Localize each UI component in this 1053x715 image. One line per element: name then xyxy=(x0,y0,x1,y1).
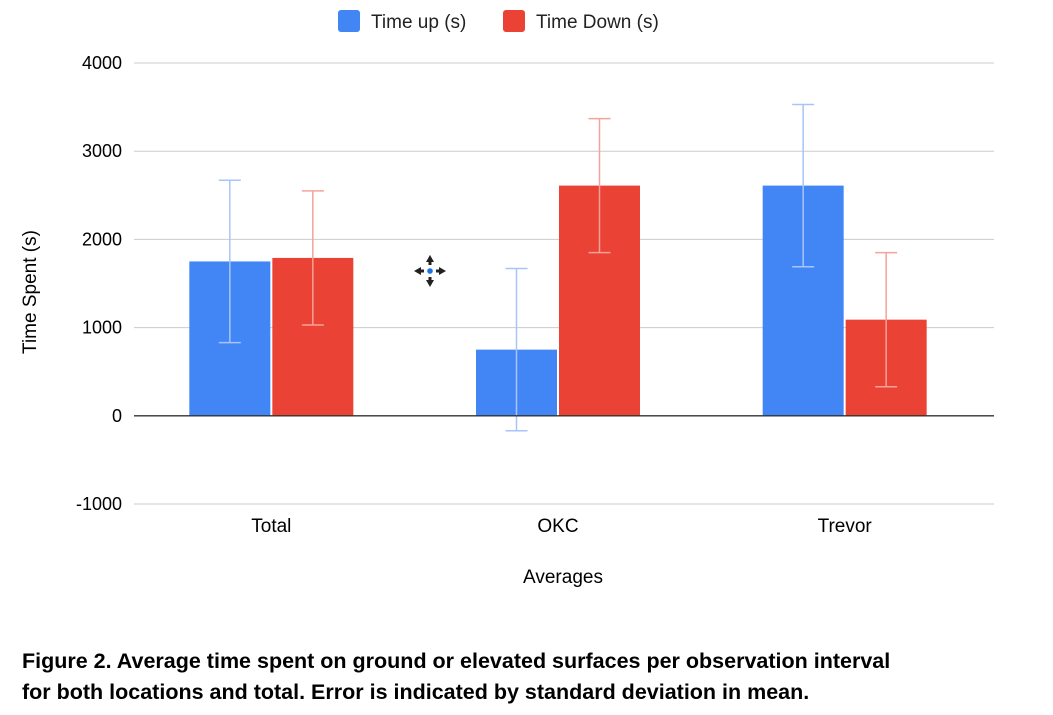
legend[interactable]: Time up (s) Time Down (s) xyxy=(338,10,659,33)
y-tick-label: -1000 xyxy=(76,494,122,514)
caption-line-1: Figure 2. Average time spent on ground o… xyxy=(22,649,891,673)
y-tick-label: 1000 xyxy=(82,318,122,338)
legend-swatch xyxy=(338,10,360,32)
legend-item[interactable]: Time Down (s) xyxy=(503,10,659,33)
error-bars xyxy=(218,103,898,432)
x-tick-labels: Total OKC Trevor xyxy=(251,516,872,537)
y-tick-label: 0 xyxy=(112,406,122,426)
y-axis-label: Time Spent (s) xyxy=(20,230,41,354)
y-tick-label: 2000 xyxy=(82,229,122,249)
legend-item[interactable]: Time up (s) xyxy=(338,10,466,33)
bars xyxy=(189,185,927,416)
y-tick-label: 4000 xyxy=(82,53,122,73)
bar-chart: 4000 3000 2000 1000 0 -1000 Total OKC Trevor Ti… xyxy=(20,10,994,588)
x-tick-label: Total xyxy=(251,516,291,537)
caption-line-2: for both locations and total. Error is i… xyxy=(22,680,810,704)
legend-swatch xyxy=(503,10,525,32)
x-tick-label: Trevor xyxy=(818,516,873,537)
x-axis-label: Averages xyxy=(523,567,603,588)
figure-caption: Figure 2. Average time spent on ground o… xyxy=(22,646,1032,708)
y-tick-labels: 4000 3000 2000 1000 0 -1000 xyxy=(76,53,122,514)
y-tick-label: 3000 xyxy=(82,141,122,161)
legend-label: Time up (s) xyxy=(371,12,466,33)
legend-label: Time Down (s) xyxy=(536,12,659,33)
x-tick-label: OKC xyxy=(537,516,578,537)
move-cursor-icon xyxy=(410,251,450,291)
